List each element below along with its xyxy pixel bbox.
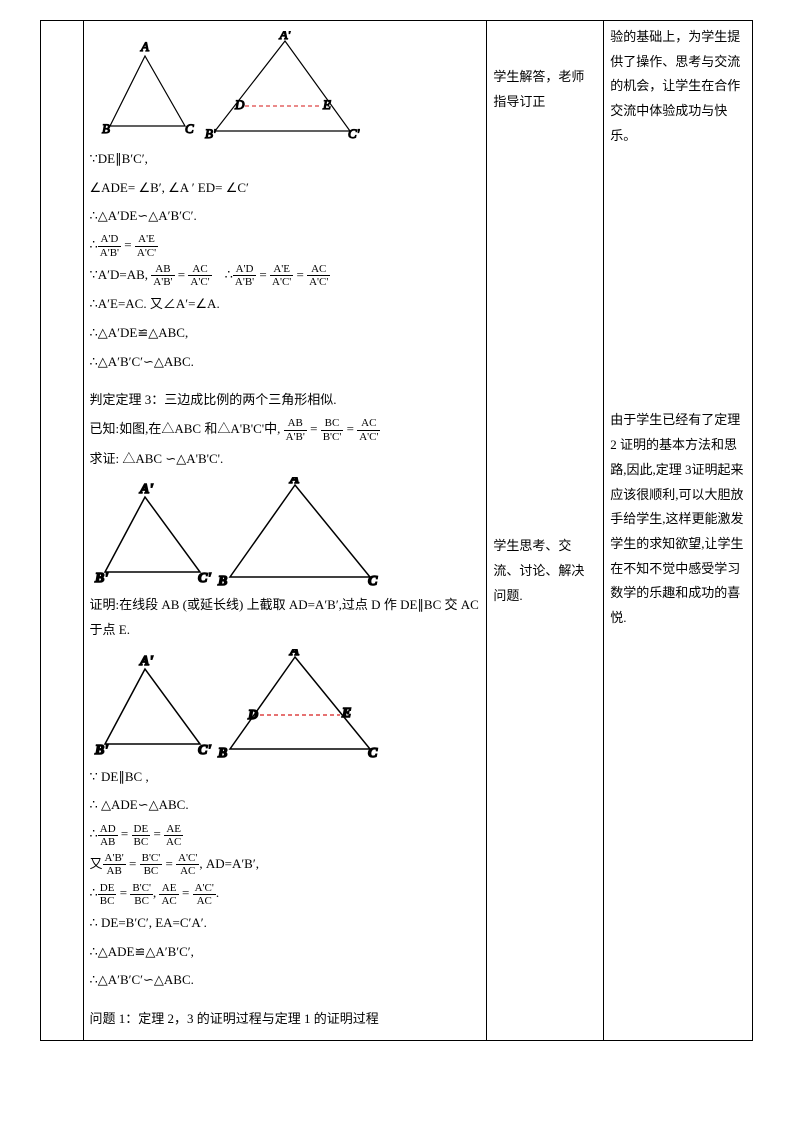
- svg-text:C': C': [348, 126, 360, 141]
- svg-text:C: C: [368, 574, 378, 587]
- proof1-line6: ∴A′E=AC. 又∠A′=∠A.: [90, 292, 481, 317]
- activity-block1: 学生解答，老师指导订正: [493, 65, 597, 114]
- svg-text:B: B: [217, 746, 227, 759]
- proof2-line8: ∴△A′B′C′∽△ABC.: [90, 968, 481, 993]
- proof1-line8: ∴△A′B′C′∽△ABC.: [90, 350, 481, 375]
- svg-text:C': C': [198, 743, 211, 758]
- activity-cell: 学生解答，老师指导订正 学生思考、交流、讨论、解决问题.: [487, 21, 604, 1041]
- svg-text:A: A: [289, 649, 299, 659]
- svg-text:D: D: [247, 708, 258, 723]
- proof2-line4: 又: [90, 856, 103, 871]
- proof2-frac2: ∴DEBC = B'C'BC, AEAC = A'C'AC.: [90, 881, 481, 907]
- svg-text:B': B': [94, 571, 108, 586]
- theorem3-prove: 求证: △ABC ∽△A'B'C'.: [90, 447, 481, 472]
- svg-text:D: D: [234, 97, 245, 112]
- proof2-line7: ∴△ADE≌△A′B′C′,: [90, 940, 481, 965]
- proof2-line6: ∴ DE=B′C′, EA=C′A′.: [90, 911, 481, 936]
- svg-text:A': A': [139, 654, 153, 669]
- proof1-line1: ∵DE∥B′C′,: [90, 147, 481, 172]
- theorem3-known: 已知:如图,在△ABC 和△A'B'C'中,: [90, 421, 281, 436]
- svg-text:C': C': [198, 571, 211, 586]
- svg-text:B: B: [102, 121, 110, 136]
- proof2-line1: ∵ DE∥BC ,: [90, 765, 481, 790]
- svg-text:B': B': [94, 743, 108, 758]
- proof2-line4b: , AD=A′B′,: [199, 856, 259, 871]
- theorem3-known-row: 已知:如图,在△ABC 和△A'B'C'中, ABA'B' = BCB'C' =…: [90, 417, 481, 443]
- col1-cell: [41, 21, 84, 1041]
- svg-text:B': B': [205, 126, 216, 141]
- proof2-line2: ∴ △ADE∽△ABC.: [90, 793, 481, 818]
- svg-text:A': A': [139, 482, 153, 497]
- theorem3-proof-intro: 证明:在线段 AB (或延长线) 上截取 AD=A′B′,过点 D 作 DE∥B…: [90, 593, 481, 642]
- figure-2: A' B' C' A B C: [90, 477, 380, 587]
- svg-text:C: C: [368, 746, 378, 759]
- proof1-line3: ∴△A′DE∽△A′B′C′.: [90, 204, 481, 229]
- intent-cell: 验的基础上，为学生提供了操作、思考与交流的机会，让学生在合作交流中体验成功与快乐…: [604, 21, 753, 1041]
- activity-block2: 学生思考、交流、讨论、解决问题.: [493, 534, 597, 608]
- proof2-frac1: ∴ADAB = DEBC = AEAC: [90, 822, 481, 848]
- proof2-line4-row: 又A'B'AB = B'C'BC = A'C'AC, AD=A′B′,: [90, 852, 481, 878]
- svg-text:B: B: [217, 574, 227, 587]
- proof1-line5-row: ∵A′D=AB, ABA'B' = ACA'C' ∴A'DA'B' = A'EA…: [90, 263, 481, 289]
- proof1-line2: ∠ADE= ∠B′, ∠A ′ ED= ∠C′: [90, 176, 481, 201]
- intent-block2: 由于学生已经有了定理 2 证明的基本方法和思路,因此,定理 3证明起来应该很顺利…: [610, 408, 746, 630]
- question-1: 问题 1：定理 2，3 的证明过程与定理 1 的证明过程: [90, 1007, 481, 1032]
- svg-text:A: A: [140, 39, 149, 54]
- intent-block1: 验的基础上，为学生提供了操作、思考与交流的机会，让学生在合作交流中体验成功与快乐…: [610, 25, 746, 148]
- figure-1: A B C A' B' C' D E: [90, 31, 360, 141]
- proof1-line7: ∴△A′DE≌△ABC,: [90, 321, 481, 346]
- proof1-line5: ∵A′D=AB,: [90, 267, 149, 282]
- content-cell: A B C A' B' C' D E ∵DE∥B′C′, ∠ADE= ∠B′, …: [83, 21, 487, 1041]
- svg-text:C: C: [185, 121, 194, 136]
- lesson-table: A B C A' B' C' D E ∵DE∥B′C′, ∠ADE= ∠B′, …: [40, 20, 753, 1041]
- figure-3: A' B' C' A B C D E: [90, 649, 380, 759]
- proof1-frac1: ∴A'DA'B' = A'EA'C': [90, 233, 481, 259]
- svg-text:E: E: [322, 97, 331, 112]
- svg-text:A: A: [289, 477, 299, 487]
- theorem3-title: 判定定理 3：三边成比例的两个三角形相似.: [90, 388, 481, 413]
- svg-text:A': A': [278, 31, 290, 42]
- svg-text:E: E: [341, 706, 351, 721]
